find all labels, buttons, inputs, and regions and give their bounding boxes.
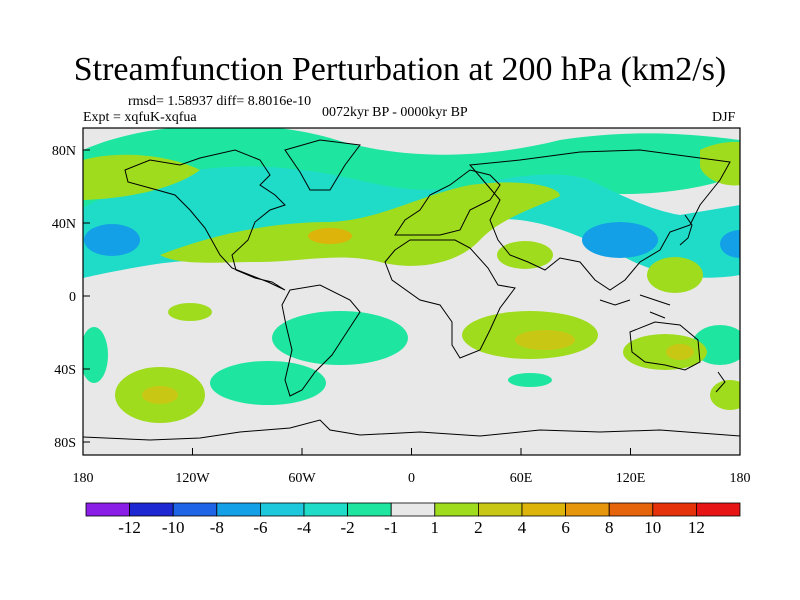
- contour-green-s-atlantic: [210, 361, 326, 405]
- x-tick-label: 60W: [288, 471, 316, 486]
- contour-blue-dateline: [720, 230, 740, 258]
- contour-orange-atlantic: [308, 228, 352, 244]
- coast-new-zealand: [715, 371, 726, 393]
- contour-blue-east: [582, 222, 658, 258]
- coast-south-america: [281, 284, 361, 397]
- contour-green-s-indian: [508, 373, 552, 387]
- colorbar-label: 6: [561, 518, 570, 537]
- x-tick-label: 60E: [510, 471, 533, 486]
- axis-ticks: [82, 149, 741, 455]
- contour-yellow-seasia: [647, 257, 703, 293]
- colorbar-swatch: [259, 502, 305, 517]
- coast-europe: [394, 169, 501, 236]
- colorbar-swatch: [521, 502, 566, 517]
- colorbar-label: 8: [605, 518, 614, 537]
- contour-gold-australia: [666, 344, 694, 360]
- colorbar-label: 4: [518, 518, 527, 537]
- x-tick-label: 120W: [175, 471, 210, 486]
- colorbar-swatch: [129, 502, 174, 517]
- y-tick-label: 80N: [52, 144, 76, 159]
- contour-yellow-eq-pacific: [168, 303, 212, 321]
- contour-yellow-nw: [83, 154, 200, 200]
- colorbar-label: -2: [341, 518, 355, 537]
- chart-title: Streamfunction Perturbation at 200 hPa (…: [73, 51, 727, 88]
- colorbar-swatch: [434, 502, 479, 517]
- colorbar: [85, 502, 741, 517]
- coast-north-america: [124, 149, 286, 291]
- colorbar-labels: -12 -10 -8 -6 -4 -2 -1 1 2 4 6 8 10 12: [118, 518, 705, 537]
- coast-indonesia: [599, 294, 671, 319]
- experiment-label: Expt = xqfuK-xqfua: [83, 110, 197, 125]
- contour-blue-west: [84, 224, 140, 256]
- y-tick-labels: 80N 40N 0 40S 80S: [52, 144, 76, 451]
- colorbar-label: 2: [474, 518, 483, 537]
- coast-australia: [629, 321, 701, 371]
- colorbar-swatch: [608, 502, 654, 517]
- contour-gold-indian: [515, 330, 575, 350]
- colorbar-label: 10: [644, 518, 661, 537]
- contour-yellow-band: [160, 182, 560, 266]
- coast-japan: [679, 214, 693, 246]
- colorbar-swatch: [216, 502, 261, 517]
- x-tick-labels: 180 120W 60W 0 60E 120E 180: [73, 471, 751, 486]
- colorbar-swatch: [390, 502, 436, 517]
- colorbar-swatch: [85, 502, 130, 517]
- contour-yellow-ne: [700, 141, 740, 186]
- contour-green-west: [83, 327, 108, 383]
- colorbar-swatch: [652, 502, 697, 517]
- contour-gold-sw-pacific: [142, 386, 178, 404]
- colorbar-swatch: [172, 502, 218, 517]
- coast-asia: [468, 149, 731, 291]
- x-tick-label: 180: [730, 471, 751, 486]
- contour-yellow-arabia: [497, 241, 553, 269]
- y-tick-label: 40S: [54, 363, 76, 378]
- period-label: 0072kyr BP - 0000kyr BP: [322, 105, 468, 120]
- colorbar-label: 1: [431, 518, 440, 537]
- y-tick-label: 40N: [52, 217, 76, 232]
- colorbar-swatch: [565, 502, 610, 517]
- x-tick-label: 0: [408, 471, 415, 486]
- coast-europe-africa: [384, 239, 516, 359]
- colorbar-label: 12: [688, 518, 705, 537]
- colorbar-label: -6: [253, 518, 267, 537]
- colorbar-swatch: [696, 502, 741, 517]
- coast-antarctica: [83, 419, 740, 441]
- colorbar-label: -4: [297, 518, 312, 537]
- colorbar-label: -1: [384, 518, 398, 537]
- contour-green-samerica: [272, 311, 408, 365]
- colorbar-label: -8: [210, 518, 224, 537]
- x-tick-label: 120E: [616, 471, 646, 486]
- contour-fills: [83, 128, 740, 423]
- colorbar-swatch: [303, 502, 348, 517]
- x-tick-label: 180: [73, 471, 94, 486]
- colorbar-label: -12: [118, 518, 141, 537]
- coastlines: [83, 139, 740, 441]
- season-label: DJF: [712, 110, 736, 125]
- y-tick-label: 0: [69, 290, 76, 305]
- stats-text: rmsd= 1.58937 diff= 8.8016e-10: [128, 94, 312, 109]
- contour-yellow-se-pacific: [710, 380, 740, 410]
- colorbar-swatch: [347, 502, 392, 517]
- colorbar-swatch: [477, 502, 523, 517]
- y-tick-label: 80S: [54, 436, 76, 451]
- coast-greenland: [284, 139, 361, 191]
- colorbar-label: -10: [162, 518, 185, 537]
